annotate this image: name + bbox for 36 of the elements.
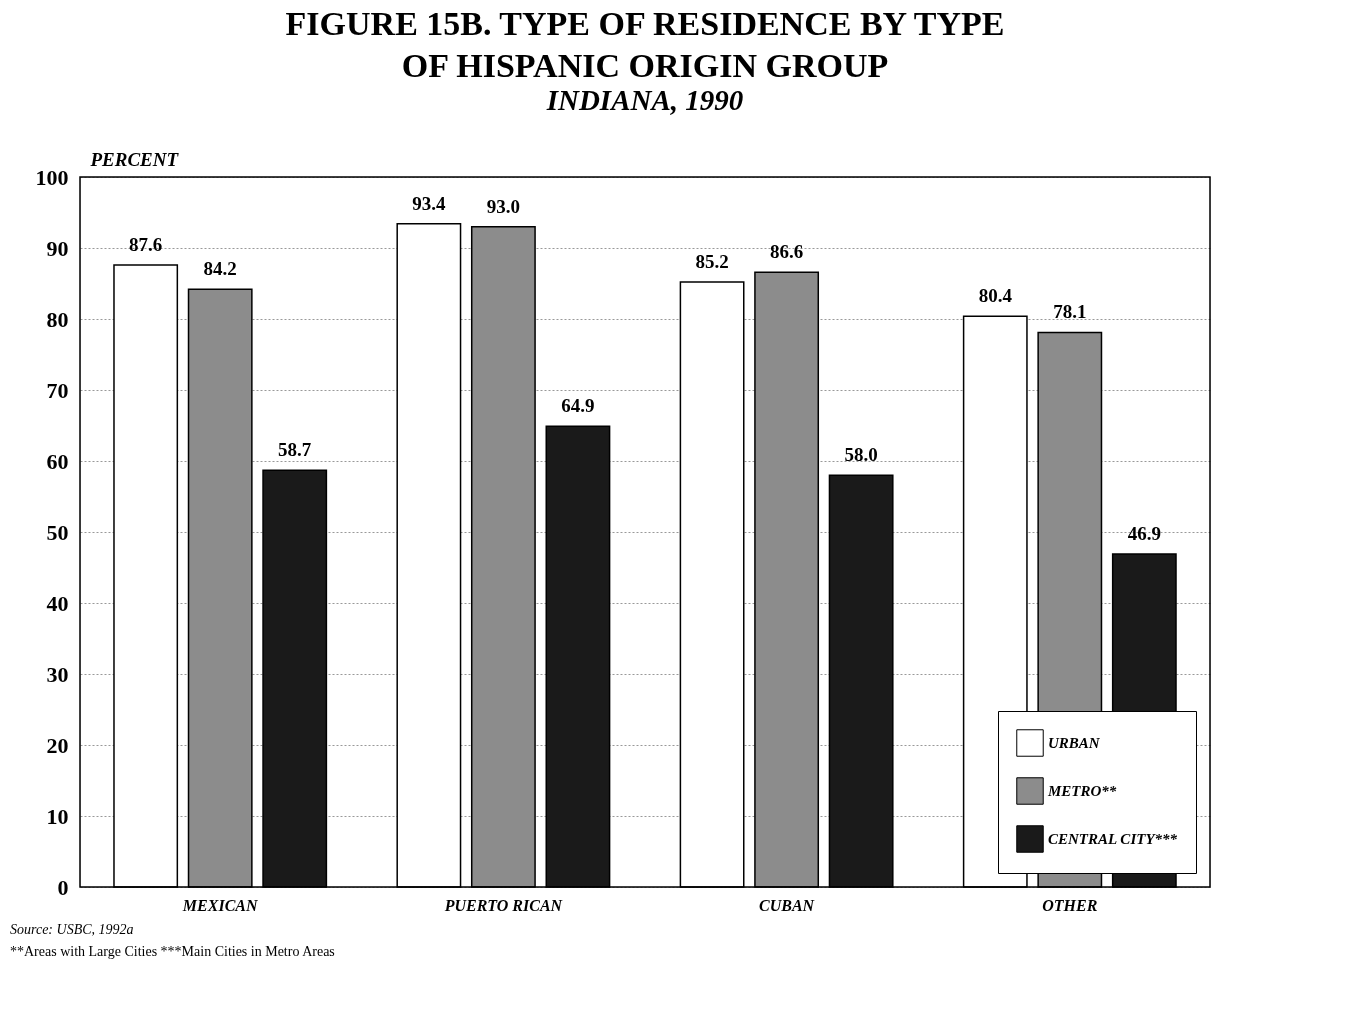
y-tick-label: 100 — [35, 164, 69, 190]
legend-label: CENTRAL CITY*** — [1048, 831, 1178, 847]
text: **Areas with Large Cities ***Main Cities in Metro Areas — [10, 944, 335, 959]
y-tick-label: 70 — [46, 377, 69, 403]
data-label: 58.7 — [278, 439, 312, 461]
data-label: 78.1 — [1053, 301, 1087, 323]
data-label: 84.2 — [203, 258, 237, 280]
y-axis-title: PERCENT — [89, 148, 180, 170]
y-tick-label: 50 — [46, 519, 69, 545]
data-label: 85.2 — [695, 251, 729, 273]
data-label: 80.4 — [978, 285, 1013, 307]
text: FIGURE 15B. TYPE OF RESIDENCE BY TYPE — [285, 5, 1005, 42]
data-label: 87.6 — [129, 234, 163, 256]
y-tick-label: 90 — [46, 235, 69, 261]
x-tick-label: MEXICAN — [181, 896, 259, 914]
y-tick-label: 10 — [46, 803, 69, 829]
y-tick-label: 20 — [46, 732, 69, 758]
data-label: 64.9 — [561, 395, 595, 417]
data-label: 93.4 — [412, 192, 446, 214]
y-tick-label: 0 — [57, 874, 69, 900]
data-label: 93.0 — [486, 195, 521, 217]
x-tick-label: CUBAN — [759, 896, 816, 914]
source-note: Source: USBC, 1992a — [10, 922, 134, 937]
legend-label: METRO** — [1047, 783, 1117, 799]
chart-subtitle: INDIANA, 1990 — [545, 84, 744, 116]
y-tick-label: 60 — [46, 448, 69, 474]
x-tick-label: PUERTO RICAN — [443, 896, 564, 914]
legend-label: URBAN — [1048, 735, 1101, 751]
x-tick-label: OTHER — [1042, 896, 1098, 914]
y-tick-label: 30 — [46, 661, 69, 687]
data-label: 58.0 — [844, 444, 878, 466]
text: OF HISPANIC ORIGIN GROUP — [401, 47, 889, 84]
data-label: 86.6 — [769, 241, 804, 263]
y-tick-label: 40 — [46, 590, 69, 616]
data-label: 46.9 — [1127, 523, 1161, 545]
y-tick-label: 80 — [46, 306, 69, 332]
